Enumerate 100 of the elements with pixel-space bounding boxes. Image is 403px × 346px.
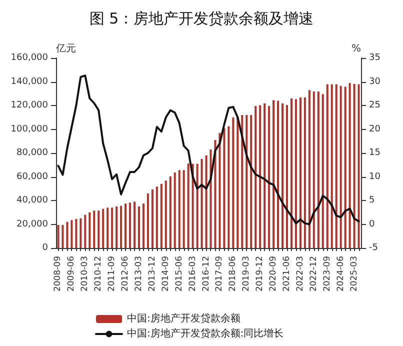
x-tick-label: 2015-06 [174,256,184,292]
bar [120,206,122,248]
x-tick-label: 2017-09 [214,256,225,292]
bar [299,97,302,248]
bar [228,126,230,248]
bar [200,158,203,248]
line-series [57,74,360,226]
x-tick-label: 2024-06 [336,256,346,292]
bar [98,210,100,248]
bar [268,106,270,248]
bar [277,100,280,248]
bar [138,206,140,248]
y2-tick-label: 0 [369,219,375,230]
y-tick-label: 0 [42,243,48,253]
x-tick-label: 2010-12 [94,256,104,292]
bar [80,218,82,248]
bar [106,208,109,248]
y2-tick-label: 30 [369,76,381,87]
bar [250,115,252,248]
x-tick-label: 2016-12 [201,256,212,292]
bar [88,212,91,248]
bar [326,84,328,248]
bar [164,180,167,248]
bar [272,100,275,248]
bar [133,202,136,248]
x-tick-label: 2020-09 [268,256,279,292]
y-tick-label: 160,000 [10,53,48,63]
bar [223,128,226,248]
y-tick-label: 140,000 [10,76,48,87]
bar [174,172,176,248]
x-tick-label: 2022-03 [295,256,306,292]
y2-tick-label: 5 [369,196,375,206]
bar [348,82,351,248]
bar [93,210,96,248]
bar [259,105,262,248]
y2-tick-label: 35 [369,53,380,63]
bar [290,98,292,248]
bar [129,202,132,248]
bar [160,184,162,248]
x-tick-label: 2010-03 [80,256,90,292]
x-tick-label: 2022-12 [308,256,319,292]
y-axis-title: 亿元 [55,44,76,54]
legend-label: 中国:房地产开发贷款余额:同比增长 [127,328,284,340]
bar [142,204,144,248]
bar [156,186,158,248]
bar [151,189,154,248]
bar [116,206,118,248]
bar [322,94,324,248]
bar [178,170,180,248]
y-tick-label: 120,000 [10,100,48,110]
x-tick-label: 2019-12 [255,256,266,292]
bar [358,84,360,248]
y-tick-label: 100,000 [10,124,48,134]
bar [111,208,114,248]
x-tick-label: 2025-03 [349,256,360,292]
x-tick-label: 2011-09 [107,256,118,292]
bar [187,163,190,248]
bar [70,220,73,248]
bar [218,132,221,248]
bar [286,105,288,248]
bar [241,115,244,248]
bar [182,170,185,248]
y-tick-label: 60,000 [16,172,48,182]
bar [308,90,310,248]
bar [205,155,208,248]
bar [169,176,172,248]
x-tick-label: 2013-12 [147,256,158,292]
x-tick-label: 2019-03 [242,256,252,292]
y-tick-label: 20,000 [16,219,48,230]
bar [282,103,284,248]
bar [330,84,333,248]
bar [124,204,127,248]
bar [214,140,216,248]
bar [232,117,234,248]
y2-axis-title: % [351,44,361,54]
bar [254,106,257,248]
bar [353,84,356,248]
bar [264,103,266,248]
bar [340,86,342,248]
bar [75,219,78,248]
bar [210,149,212,248]
y-tick-label: 80,000 [16,148,48,158]
legend-label: 中国:房地产开发贷款余额 [127,312,240,324]
bar [57,224,60,248]
chart-title: 图 5：房地产开发贷款余额及增速 [89,10,314,28]
bar [196,164,198,248]
x-tick-label: 2018-06 [228,256,238,292]
bar [312,91,315,248]
y2-tick-label: 20 [369,124,381,134]
bar [146,193,149,248]
y2-tick-label: -5 [369,243,378,253]
bar [102,208,104,248]
x-tick-label: 2009-06 [66,256,77,292]
x-tick-label: 2016-03 [188,256,198,292]
bar [344,86,346,248]
x-tick-label: 2012-06 [120,256,131,292]
x-tick-label: 2014-09 [160,256,171,292]
y2-tick-label: 15 [369,148,380,158]
y2-tick-label: 25 [369,100,380,110]
y2-tick-label: 10 [369,172,381,182]
